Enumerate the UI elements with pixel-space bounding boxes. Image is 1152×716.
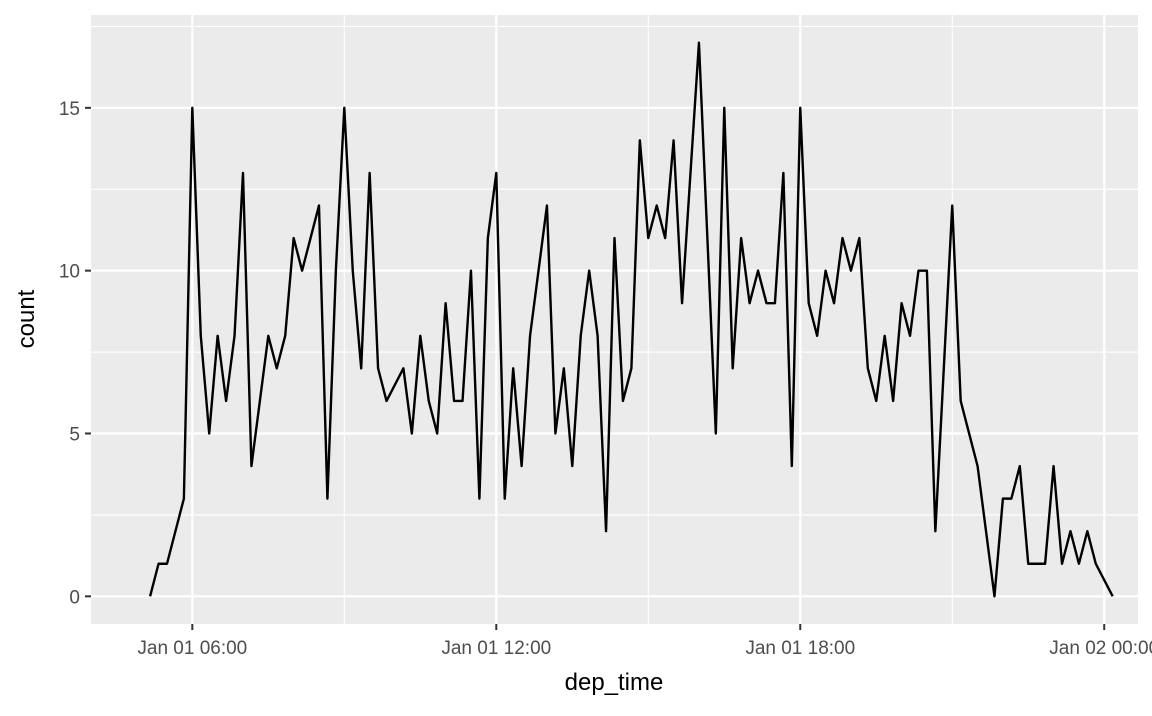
series-layer [148, 41, 1114, 598]
y-tick-label: 10 [59, 262, 80, 283]
x-axis-title: dep_time [565, 669, 664, 696]
y-tick-label: 5 [69, 424, 80, 445]
y-tick-label: 15 [59, 99, 80, 120]
axis-tick-labels: Jan 01 06:00 Jan 01 12:00 Jan 01 18:00 Jan … [59, 99, 1152, 659]
x-tick-label: Jan 01 06:00 [137, 638, 247, 659]
x-tick-label: Jan 02 00:00 [1049, 638, 1152, 659]
x-tick-label: Jan 01 18:00 [745, 638, 855, 659]
plot-panel [91, 15, 1138, 624]
y-axis-title: count [13, 289, 40, 348]
y-tick-label: 0 [69, 587, 80, 608]
axis-ticks [85, 106, 1106, 630]
series-line [148, 41, 1114, 598]
x-tick-label: Jan 01 12:00 [441, 638, 551, 659]
